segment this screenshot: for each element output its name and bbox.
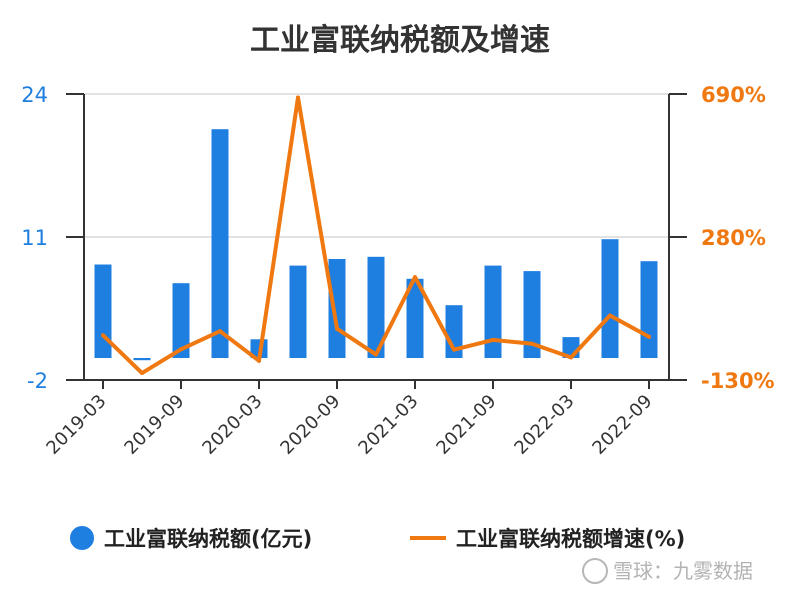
legend-bar-label: 工业富联纳税额(亿元) xyxy=(104,527,312,551)
legend-line-label: 工业富联纳税额增速(%) xyxy=(456,527,685,551)
watermark: 雪球：九雾数据 xyxy=(582,558,753,584)
bar-series xyxy=(94,129,658,361)
bar xyxy=(94,264,112,358)
legend: 工业富联纳税额(亿元) 工业富联纳税额增速(%) xyxy=(70,526,685,551)
line-point xyxy=(335,326,339,331)
line-series xyxy=(101,95,651,376)
line-point xyxy=(647,334,651,339)
right-tick-label: -130% xyxy=(701,369,775,393)
watermark-logo-icon xyxy=(582,558,608,584)
line-point xyxy=(218,329,222,334)
right-tick-label: 280% xyxy=(701,226,766,250)
line-point xyxy=(608,313,612,318)
bar xyxy=(133,358,151,361)
line-point xyxy=(452,347,456,352)
chart-title: 工业富联纳税额及增速 xyxy=(250,23,550,58)
x-tick-label: 2019-03 xyxy=(42,391,110,459)
x-tick-label: 2020-09 xyxy=(276,391,344,459)
left-tick-label: 24 xyxy=(21,83,48,107)
line-point xyxy=(296,95,300,100)
line-point xyxy=(101,333,105,338)
bar xyxy=(328,259,346,358)
line-point xyxy=(140,371,144,376)
x-tick-label: 2022-03 xyxy=(510,391,578,459)
bar xyxy=(367,256,385,358)
line-point xyxy=(179,347,183,352)
left-ticks: 24 11 -2 xyxy=(21,83,84,393)
line-point xyxy=(257,358,261,363)
x-tick-label: 2019-09 xyxy=(120,391,188,459)
x-tick-label: 2021-09 xyxy=(432,391,500,459)
watermark-text: 雪球：九雾数据 xyxy=(613,559,753,583)
bar xyxy=(523,271,541,358)
bar xyxy=(601,239,619,358)
bar xyxy=(484,265,502,358)
line-point xyxy=(413,275,417,280)
x-tick-label: 2020-03 xyxy=(198,391,266,459)
bar xyxy=(289,265,307,358)
bar xyxy=(211,129,229,358)
gridlines xyxy=(84,93,669,238)
left-tick-label: -2 xyxy=(27,369,48,393)
line-point xyxy=(491,337,495,342)
line-point xyxy=(530,341,534,346)
line-point xyxy=(569,355,573,360)
left-tick-label: 11 xyxy=(21,226,48,250)
right-tick-label: 690% xyxy=(701,83,766,107)
x-tick-label: 2022-09 xyxy=(588,391,656,459)
line-point xyxy=(374,352,378,357)
x-ticks: 2019-03 2019-09 2020-03 2020-09 2021-03 2021-… xyxy=(42,380,657,459)
bar xyxy=(172,283,190,358)
legend-bar-swatch xyxy=(70,526,94,550)
bar xyxy=(406,278,424,358)
right-ticks: 690% 280% -130% xyxy=(669,83,775,393)
x-tick-label: 2021-03 xyxy=(354,391,422,459)
bar xyxy=(640,261,658,358)
